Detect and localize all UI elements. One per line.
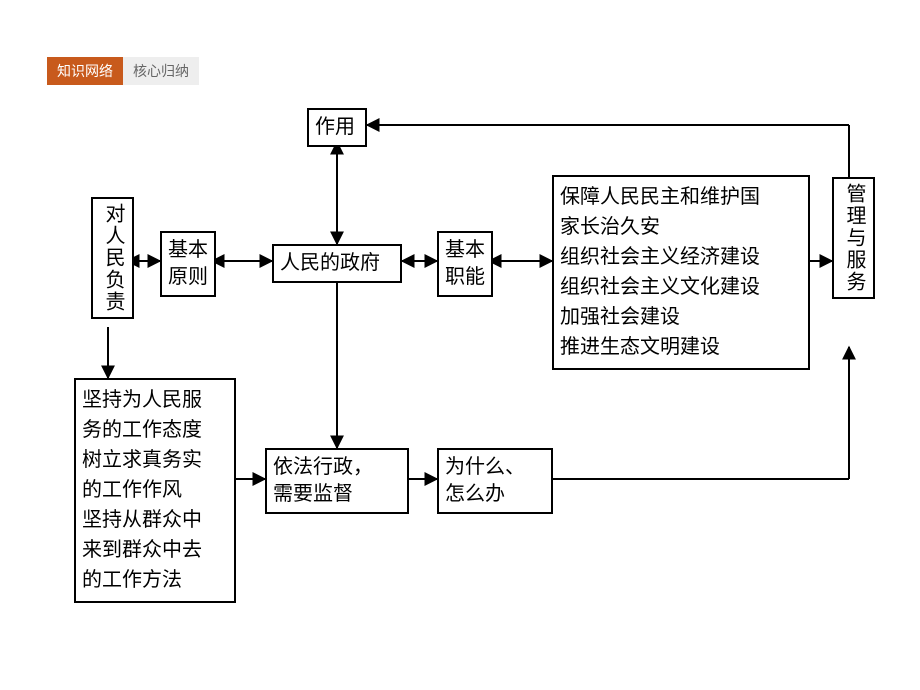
- node-basic-functions: 基本 职能: [437, 231, 493, 297]
- node-role: 作用: [307, 108, 367, 147]
- appr-line-7: 的工作方法: [82, 567, 228, 594]
- func-line-6: 推进生态文明建设: [560, 334, 802, 361]
- func-line-4: 组织社会主义文化建设: [560, 274, 802, 301]
- tab-knowledge-network[interactable]: 知识网络: [47, 57, 123, 85]
- node-law-supervision: 依法行政， 需要监督: [265, 448, 409, 514]
- node-functions-list: 保障人民民主和维护国 家长治久安 组织社会主义经济建设 组织社会主义文化建设 加…: [552, 175, 810, 370]
- tab-core-summary[interactable]: 核心归纳: [123, 57, 199, 85]
- func-line-1: 保障人民民主和维护国: [560, 184, 802, 211]
- node-work-approaches: 坚持为人民服 务的工作态度 树立求真务实 的工作作风 坚持从群众中 来到群众中去…: [74, 378, 236, 603]
- func-line-2: 家长治久安: [560, 214, 802, 241]
- appr-line-4: 的工作作风: [82, 477, 228, 504]
- appr-line-5: 坚持从群众中: [82, 507, 228, 534]
- appr-line-1: 坚持为人民服: [82, 387, 228, 414]
- appr-line-3: 树立求真务实: [82, 447, 228, 474]
- appr-line-2: 务的工作态度: [82, 417, 228, 444]
- node-responsible-to-people: 对人民负责: [91, 197, 134, 319]
- node-management-service: 管理与服务: [832, 177, 875, 299]
- func-line-5: 加强社会建设: [560, 304, 802, 331]
- node-basic-principle: 基本 原则: [160, 231, 216, 297]
- node-peoples-government: 人民的政府: [272, 244, 402, 283]
- appr-line-6: 来到群众中去: [82, 537, 228, 564]
- tabs-container: 知识网络 核心归纳: [47, 57, 199, 85]
- func-line-3: 组织社会主义经济建设: [560, 244, 802, 271]
- node-why-how: 为什么、 怎么办: [437, 448, 553, 514]
